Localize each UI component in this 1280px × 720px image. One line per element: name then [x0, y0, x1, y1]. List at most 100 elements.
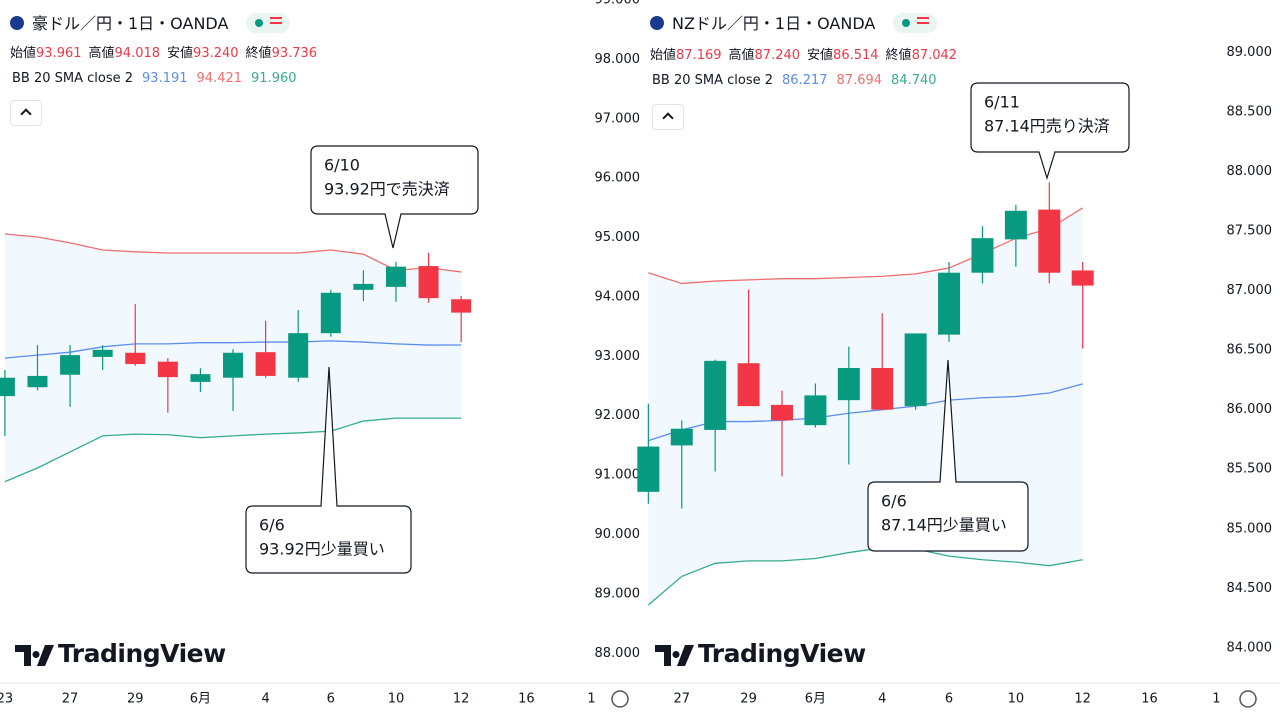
tv-logo	[15, 645, 54, 666]
candle-body	[0, 377, 15, 397]
chart-title: 豪ドル／円・1日・OANDA	[32, 14, 229, 33]
chart: 84.000 84.500 85.000 85.500 86.000 86.500 87.0…	[637, 45, 1272, 707]
candle-body	[938, 272, 961, 335]
ohlc-label: 始値	[650, 48, 677, 63]
candle-body	[737, 363, 760, 407]
chart-title: NZドル／円・1日・OANDA	[672, 14, 876, 33]
collapse-button[interactable]	[10, 100, 42, 126]
candle-body	[385, 266, 406, 287]
y-tick-label: 88.000	[595, 646, 641, 661]
callout	[867, 359, 1029, 552]
indicator-value: 87.694	[836, 73, 883, 88]
ohlc-label: 安値	[167, 46, 194, 61]
x-tick-label: 16	[518, 692, 535, 707]
ohlc-legend: 始値87.169 高値87.240 安値86.514 終値87.042	[650, 44, 957, 63]
y-tick-label: 94.000	[595, 289, 641, 304]
candle-body	[60, 355, 81, 375]
indicator-value: 93.191	[142, 71, 188, 86]
indicator-name: BB 20 SMA close 2	[12, 71, 134, 86]
flag-icon	[650, 16, 664, 30]
indicator-value: 84.740	[891, 73, 937, 88]
x-tick-label: 6	[945, 692, 953, 707]
callout-text: 87.14円少量買い	[881, 516, 1007, 535]
candle-body	[837, 367, 860, 401]
chart-header: 豪ドル／円・1日・OANDA	[10, 10, 291, 34]
ohlc-value: 87.042	[911, 48, 958, 63]
x-tick-label: 12	[453, 692, 470, 707]
ohlc-label: 終値	[885, 48, 912, 63]
x-tick-label: 6月	[805, 692, 826, 707]
candle-body	[637, 446, 660, 492]
x-tick-label: 1	[1212, 692, 1220, 707]
settings-icon[interactable]	[611, 690, 629, 708]
y-tick-label: 85.000	[1227, 521, 1273, 536]
ohlc-value: 94.018	[114, 46, 161, 61]
callout	[970, 82, 1130, 181]
callout-text: 87.14円売り決済	[984, 117, 1110, 136]
status-pill	[246, 13, 291, 33]
candle-body	[971, 238, 994, 273]
ohlc-label: 終値	[245, 46, 272, 61]
y-tick-label: 97.000	[595, 111, 641, 126]
candle-body	[1071, 270, 1094, 286]
x-tick-label: 23	[0, 692, 13, 707]
y-tick-label: 95.000	[595, 230, 641, 245]
candle-body	[157, 361, 178, 378]
candle-body	[190, 374, 211, 382]
candle-body	[255, 352, 276, 376]
y-tick-label: 96.000	[595, 171, 641, 186]
x-tick-label: 1	[587, 692, 595, 707]
chart-header: NZドル／円・1日・OANDA	[650, 10, 938, 34]
candle-body	[92, 349, 113, 357]
ohlc-label: 高値	[88, 46, 115, 61]
candle-body	[871, 367, 894, 410]
chevron-icon	[662, 112, 674, 124]
y-tick-label: 84.000	[1227, 640, 1273, 655]
collapse-button[interactable]	[652, 104, 684, 130]
candle-body	[804, 395, 827, 426]
band-line	[4, 340, 462, 359]
candle-body	[125, 352, 146, 365]
indicator-value: 86.217	[782, 73, 828, 88]
candle-body	[223, 352, 244, 378]
band-line	[4, 233, 462, 273]
ohlc-value: 87.240	[754, 48, 801, 63]
x-tick-label: 27	[62, 692, 79, 707]
status-pill	[893, 13, 938, 33]
ohlc-value: 86.514	[833, 48, 879, 63]
right-panel	[640, 0, 1280, 720]
chevron-icon	[20, 108, 32, 120]
candle-body	[1004, 210, 1027, 240]
y-tick-label: 89.000	[1227, 45, 1273, 60]
x-tick-label: 10	[388, 692, 405, 707]
ohlc-label: 安値	[807, 48, 834, 63]
y-tick-label: 84.500	[1227, 581, 1273, 596]
x-tick-label: 6	[327, 692, 335, 707]
status-wave	[270, 17, 283, 24]
callout-text: 6/11	[984, 93, 1020, 112]
y-tick-label: 86.000	[1227, 402, 1273, 417]
indicator-name: BB 20 SMA close 2	[652, 73, 774, 88]
callout-text: 6/6	[881, 492, 907, 511]
ohlc-value: 93.961	[36, 46, 82, 61]
ohlc-legend: 始値93.961 高値94.018 安値93.240 終値93.736	[10, 42, 317, 61]
x-tick-label: 29	[127, 692, 144, 707]
ohlc-value: 93.240	[193, 46, 239, 61]
ohlc-value: 87.169	[676, 48, 722, 63]
settings-icon[interactable]	[1239, 690, 1257, 708]
status-wave	[917, 17, 930, 24]
status-dot	[902, 19, 911, 27]
callout	[310, 145, 479, 249]
y-tick-label: 89.000	[595, 586, 641, 601]
watermark: TradingView	[698, 639, 866, 668]
y-tick-label: 98.000	[595, 52, 641, 67]
x-tick-label: 29	[740, 692, 757, 707]
indicator-legend: BB 20 SMA close 2 86.217 87.694 84.740	[652, 73, 937, 88]
candle-body	[451, 299, 472, 313]
candle-body	[27, 375, 48, 388]
watermark: TradingView	[58, 639, 226, 668]
x-tick-label: 4	[878, 692, 886, 707]
x-tick-label: 27	[673, 692, 690, 707]
